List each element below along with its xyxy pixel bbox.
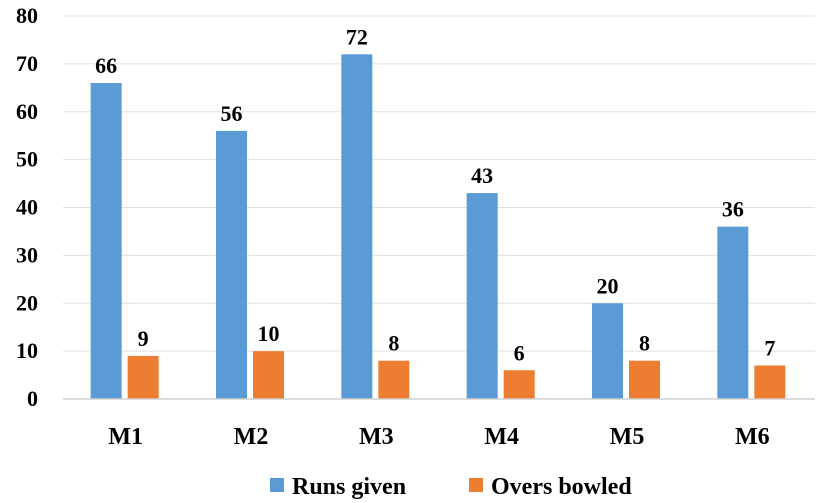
bars [90, 54, 786, 400]
bar-runs-given [466, 193, 498, 399]
bar-overs-bowled [253, 351, 284, 399]
x-category-label: M5 [610, 424, 645, 450]
data-label: 66 [95, 53, 117, 78]
data-label: 6 [514, 340, 525, 365]
data-label: 20 [597, 273, 619, 298]
legend-swatch [469, 478, 483, 492]
bar-overs-bowled [503, 370, 535, 399]
data-label: 56 [221, 101, 243, 126]
data-label: 8 [388, 331, 399, 356]
y-tick-label: 80 [16, 3, 38, 28]
bar-runs-given [90, 83, 122, 400]
y-tick-label: 10 [16, 338, 38, 363]
legend-label: Overs bowled [491, 474, 632, 500]
data-label: 36 [722, 197, 744, 222]
y-tick-label: 30 [16, 242, 38, 267]
data-label: 43 [471, 163, 493, 188]
y-tick-label: 0 [27, 386, 38, 411]
data-labels: 66 9 56 10 72 8 43 6 20 8 36 7 [95, 24, 775, 365]
legend: Runs given Overs bowled [270, 474, 632, 500]
gridlines [63, 15, 815, 352]
y-tick-label: 60 [16, 99, 38, 124]
data-label: 10 [258, 321, 280, 346]
x-category-label: M1 [108, 424, 143, 450]
bar-overs-bowled [629, 360, 660, 399]
x-category-label: M4 [484, 424, 519, 450]
bar-runs-given [341, 54, 373, 400]
y-axis-ticks: 0 10 20 30 40 50 60 70 80 [16, 3, 38, 411]
x-category-label: M2 [234, 424, 269, 450]
data-label: 7 [764, 335, 775, 360]
legend-swatch [270, 478, 284, 492]
data-label: 72 [346, 24, 368, 49]
y-tick-label: 40 [16, 195, 38, 220]
data-label: 8 [639, 331, 650, 356]
bar-runs-given [592, 303, 623, 399]
y-tick-label: 50 [16, 147, 38, 172]
bar-runs-given [216, 130, 247, 399]
bar-overs-bowled [378, 360, 410, 399]
y-tick-label: 70 [16, 51, 38, 76]
bar-overs-bowled [127, 355, 159, 399]
x-category-label: M3 [359, 424, 394, 450]
legend-label: Runs given [292, 474, 406, 500]
bar-overs-bowled [754, 365, 786, 399]
y-tick-label: 20 [16, 290, 38, 315]
data-label: 9 [138, 326, 149, 351]
x-axis-categories: M1 M2 M3 M4 M5 M6 [108, 424, 769, 450]
x-category-label: M6 [735, 424, 770, 450]
bar-runs-given [717, 226, 749, 399]
